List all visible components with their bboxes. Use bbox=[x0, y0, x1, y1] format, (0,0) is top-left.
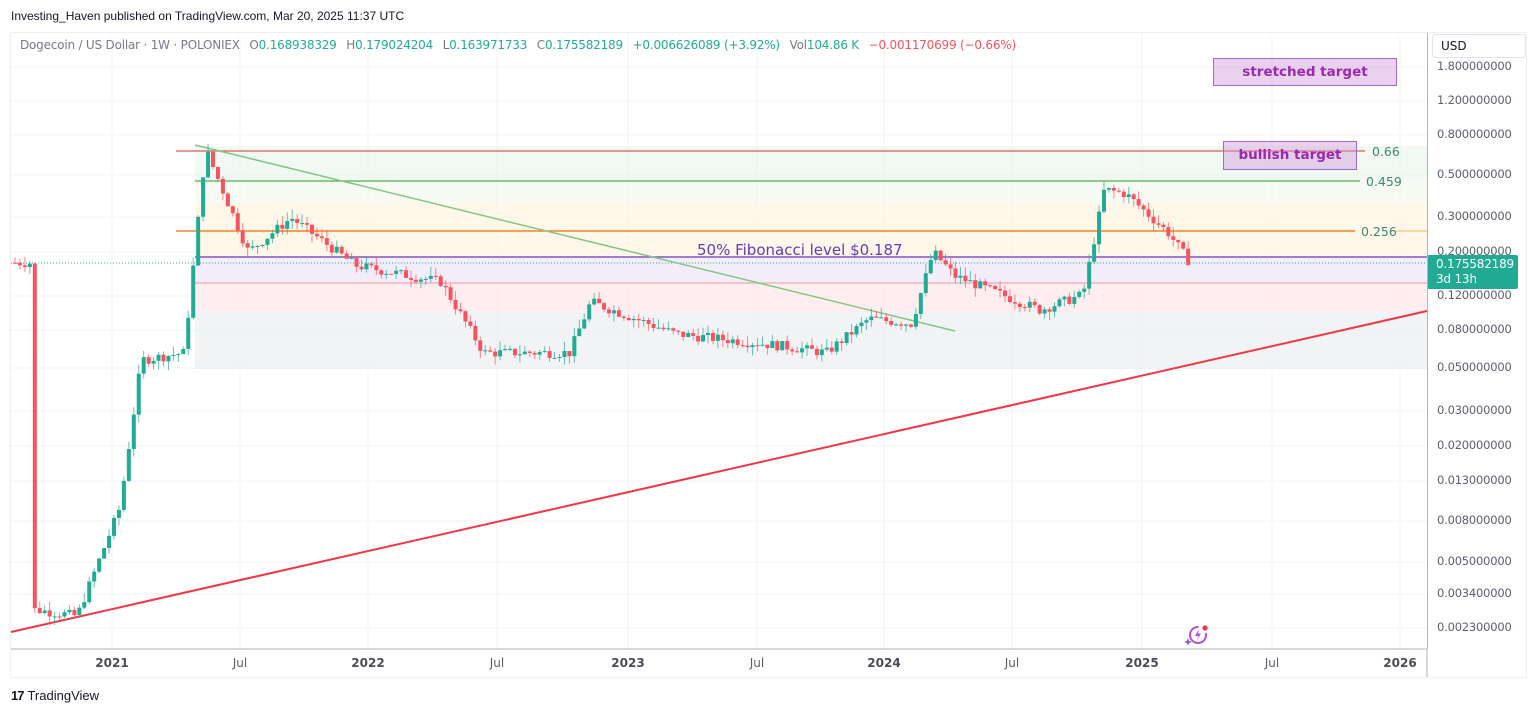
fib-50-label: 50% Fibonacci level $0.187 bbox=[697, 241, 903, 259]
symbol-title[interactable]: Dogecoin / US Dollar · 1W · POLONIEX bbox=[20, 38, 240, 52]
price-axis-label: 0.800000000 bbox=[1437, 127, 1512, 141]
tradingview-brand: TradingView bbox=[27, 688, 100, 703]
high-value: 0.179024204 bbox=[355, 38, 434, 52]
price-axis-label: 1.200000000 bbox=[1437, 93, 1512, 107]
fib-label-0459: 0.459 bbox=[1366, 174, 1402, 189]
candle-countdown: 3d 13h bbox=[1436, 272, 1477, 286]
candles bbox=[13, 143, 1191, 626]
low-value: 0.163971733 bbox=[449, 38, 528, 52]
price-axis-label: 0.300000000 bbox=[1437, 209, 1512, 223]
volume-value: 104.86 K bbox=[806, 38, 859, 52]
time-axis-label: 2025 bbox=[1125, 656, 1159, 670]
time-axis-label: 2021 bbox=[95, 656, 129, 670]
time-axis-label: Jul bbox=[1004, 656, 1020, 670]
publisher-line: Investing_Haven published on TradingView… bbox=[11, 9, 405, 23]
price-axis-label: 0.120000000 bbox=[1437, 288, 1512, 302]
volume-change-value: −0.001170699 (−0.66%) bbox=[868, 38, 1017, 52]
price-axis-label: 0.030000000 bbox=[1437, 403, 1512, 417]
time-axis-label: Jul bbox=[749, 656, 765, 670]
bullish-target-box[interactable]: bullish target bbox=[1223, 141, 1357, 170]
price-axis-label: 0.500000000 bbox=[1437, 167, 1512, 181]
change-value: +0.006626089 (+3.92%) bbox=[632, 38, 781, 52]
open-value: 0.168938329 bbox=[258, 38, 337, 52]
time-axis-label: Jul bbox=[232, 656, 248, 670]
price-axis-label: 0.013000000 bbox=[1437, 473, 1512, 487]
price-axis-label: 0.008000000 bbox=[1437, 513, 1512, 527]
fibonacci-zones bbox=[195, 146, 1427, 369]
current-price-value: 0.175582189 bbox=[1436, 257, 1514, 271]
tradingview-logo-icon: 17 bbox=[11, 688, 25, 703]
price-axis-label: 0.003400000 bbox=[1437, 586, 1512, 600]
resistance-trendline bbox=[194, 144, 956, 332]
time-axis-label: Jul bbox=[489, 656, 505, 670]
support-trendline bbox=[10, 310, 1428, 633]
time-axis-label: 2026 bbox=[1383, 656, 1417, 670]
time-axis-label: Jul bbox=[1264, 656, 1280, 670]
fib-label-066: 0.66 bbox=[1372, 144, 1400, 159]
tradingview-logo[interactable]: 17 TradingView bbox=[11, 688, 99, 703]
price-axis-label: 0.020000000 bbox=[1437, 438, 1512, 452]
time-axis-label: 2023 bbox=[611, 656, 645, 670]
price-axis-label: 0.005000000 bbox=[1437, 554, 1512, 568]
ai-assistant-icon[interactable] bbox=[1182, 622, 1212, 648]
price-axis[interactable] bbox=[1427, 33, 1527, 649]
price-axis-label: 0.002300000 bbox=[1437, 620, 1512, 634]
current-price-tag: 0.175582189 3d 13h bbox=[1428, 255, 1518, 289]
price-axis-label: 0.050000000 bbox=[1437, 360, 1512, 374]
symbol-legend: Dogecoin / US Dollar · 1W · POLONIEX O0.… bbox=[20, 38, 1017, 52]
stretched-target-box[interactable]: stretched target bbox=[1213, 58, 1397, 86]
chart-frame bbox=[10, 32, 1527, 678]
currency-button[interactable]: USD bbox=[1432, 34, 1526, 58]
time-axis-label: 2022 bbox=[351, 656, 385, 670]
time-axis-label: 2024 bbox=[867, 656, 901, 670]
price-axis-label: 0.080000000 bbox=[1437, 322, 1512, 336]
price-axis-label: 1.800000000 bbox=[1437, 59, 1512, 73]
close-value: 0.175582189 bbox=[544, 38, 623, 52]
price-axis-label: 0.200000000 bbox=[1437, 244, 1512, 258]
fib-label-0256: 0.256 bbox=[1361, 224, 1397, 239]
